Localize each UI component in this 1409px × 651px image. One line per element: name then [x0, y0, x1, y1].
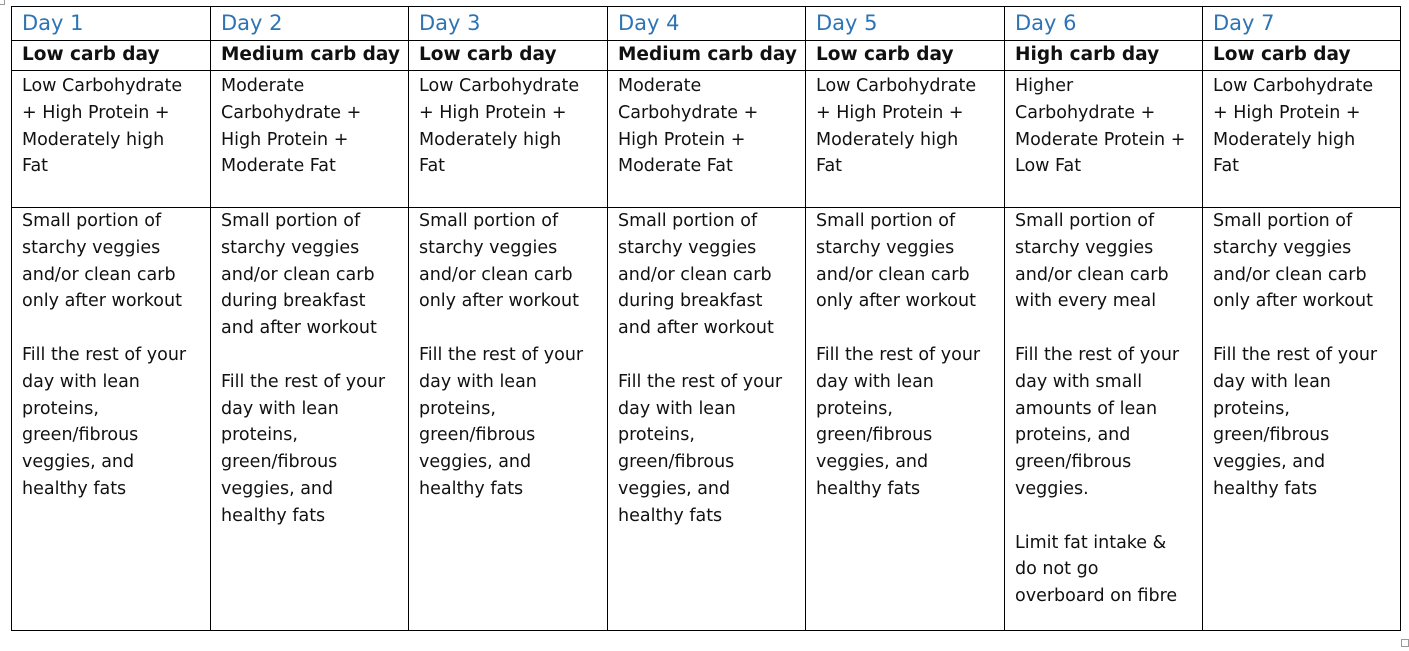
day-2-heading: Day 2: [210, 6, 409, 41]
day-3-heading: Day 3: [408, 6, 608, 41]
day-6-guidance-cell: Small portion of starchy veggies and/or …: [1004, 207, 1203, 631]
day-1-heading: Day 1: [11, 6, 211, 41]
day-1-guidance-paragraph: Small portion of starchy veggies and/or …: [22, 211, 182, 312]
carb-cycling-table-container: Day 1 Day 2 Day 3 Day 4 Day 5 Day 6 Day 7 Low …: [11, 6, 1401, 631]
day-6-carb-type: High carb day: [1004, 40, 1203, 71]
day-3-macros-cell: Low Carbohydrate + High Protein + Modera…: [408, 70, 608, 208]
day-5-carb-type: Low carb day: [805, 40, 1005, 71]
day-1-macros: Low Carbohydrate + High Protein + Modera…: [22, 76, 183, 177]
day-4-guidance-paragraph: Small portion of starchy veggies and/or …: [618, 211, 774, 339]
day-3-carb-type: Low carb day: [408, 40, 608, 71]
day-7-carb-type: Low carb day: [1202, 40, 1401, 71]
day-6-macros: Higher Carbohydrate + Moderate Protein +…: [1015, 76, 1186, 177]
day-5-guidance-cell: Small portion of starchy veggies and/or …: [805, 207, 1005, 631]
day-4-heading: Day 4: [607, 6, 806, 41]
day-3-guidance-cell: Small portion of starchy veggies and/or …: [408, 207, 608, 631]
day-5-macros: Low Carbohydrate + High Protein + Modera…: [816, 76, 977, 177]
day-4-macros: Moderate Carbohydrate + High Protein + M…: [618, 76, 759, 177]
day-1-carb-type: Low carb day: [11, 40, 211, 71]
day-5-macros-cell: Low Carbohydrate + High Protein + Modera…: [805, 70, 1005, 208]
day-4-guidance-cell: Small portion of starchy veggies and/or …: [607, 207, 806, 631]
day-1-guidance-cell: Small portion of starchy veggies and/or …: [11, 207, 211, 631]
carb-type-row: Low carb day Medium carb day Low carb day M…: [11, 40, 1401, 71]
meal-guidance-row: Small portion of starchy veggies and/or …: [11, 207, 1401, 631]
day-3-guidance-paragraph: Small portion of starchy veggies and/or …: [419, 211, 579, 312]
day-5-heading: Day 5: [805, 6, 1005, 41]
day-6-guidance-paragraph: Limit fat intake & do not go overboard o…: [1015, 532, 1178, 607]
table-resize-handle[interactable]: [1401, 639, 1409, 647]
day-4-macros-cell: Moderate Carbohydrate + High Protein + M…: [607, 70, 806, 208]
day-7-guidance-cell: Small portion of starchy veggies and/or …: [1202, 207, 1401, 631]
day-2-macros: Moderate Carbohydrate + High Protein + M…: [221, 76, 362, 177]
day-6-macros-cell: Higher Carbohydrate + Moderate Protein +…: [1004, 70, 1203, 208]
day-3-macros: Low Carbohydrate + High Protein + Modera…: [419, 76, 580, 177]
day-2-guidance-paragraph: Fill the rest of your day with lean prot…: [221, 371, 386, 526]
day-6-heading: Day 6: [1004, 6, 1203, 41]
day-5-guidance-paragraph: Small portion of starchy veggies and/or …: [816, 211, 976, 312]
day-2-carb-type: Medium carb day: [210, 40, 409, 71]
day-1-macros-cell: Low Carbohydrate + High Protein + Modera…: [11, 70, 211, 208]
day-7-guidance-paragraph: Small portion of starchy veggies and/or …: [1213, 211, 1373, 312]
carb-cycling-table: Day 1 Day 2 Day 3 Day 4 Day 5 Day 6 Day 7 Low …: [11, 6, 1401, 631]
day-1-guidance-paragraph: Fill the rest of your day with lean prot…: [22, 344, 187, 499]
day-header-row: Day 1 Day 2 Day 3 Day 4 Day 5 Day 6 Day 7: [11, 6, 1401, 41]
day-6-guidance-paragraph: Fill the rest of your day with small amo…: [1015, 344, 1180, 499]
day-7-heading: Day 7: [1202, 6, 1401, 41]
day-4-carb-type: Medium carb day: [607, 40, 806, 71]
day-7-guidance-paragraph: Fill the rest of your day with lean prot…: [1213, 344, 1378, 499]
day-6-guidance-paragraph: Small portion of starchy veggies and/or …: [1015, 211, 1169, 312]
day-4-guidance-paragraph: Fill the rest of your day with lean prot…: [618, 371, 783, 526]
day-7-macros-cell: Low Carbohydrate + High Protein + Modera…: [1202, 70, 1401, 208]
table-move-handle[interactable]: [0, 0, 5, 5]
day-5-guidance-paragraph: Fill the rest of your day with lean prot…: [816, 344, 981, 499]
day-2-macros-cell: Moderate Carbohydrate + High Protein + M…: [210, 70, 409, 208]
day-2-guidance-paragraph: Small portion of starchy veggies and/or …: [221, 211, 377, 339]
day-2-guidance-cell: Small portion of starchy veggies and/or …: [210, 207, 409, 631]
day-7-macros: Low Carbohydrate + High Protein + Modera…: [1213, 76, 1374, 177]
macronutrient-row: Low Carbohydrate + High Protein + Modera…: [11, 70, 1401, 208]
day-3-guidance-paragraph: Fill the rest of your day with lean prot…: [419, 344, 584, 499]
